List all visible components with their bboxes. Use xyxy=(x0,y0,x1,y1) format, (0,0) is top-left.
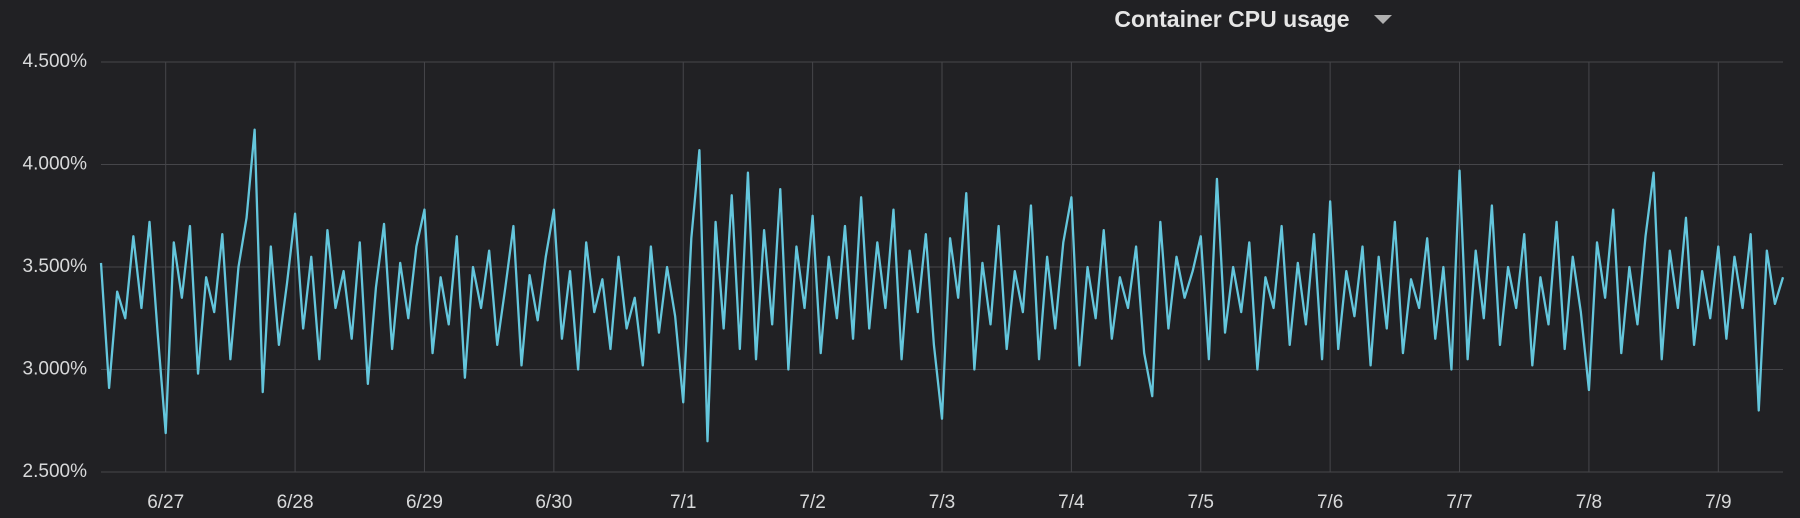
y-tick-label: 3.500% xyxy=(23,256,88,277)
y-tick-label: 3.000% xyxy=(23,359,88,380)
dropdown-caret[interactable] xyxy=(1374,15,1392,24)
x-tick-label: 7/8 xyxy=(1576,492,1602,513)
x-tick-label: 7/2 xyxy=(799,492,825,513)
x-tick-label: 6/29 xyxy=(406,492,443,513)
series-line xyxy=(99,128,1785,443)
y-tick-label: 4.000% xyxy=(23,154,88,175)
x-tick-label: 7/7 xyxy=(1446,492,1472,513)
x-tick-label: 7/3 xyxy=(929,492,955,513)
x-tick-label: 7/9 xyxy=(1705,492,1731,513)
x-tick-label: 6/28 xyxy=(277,492,314,513)
x-tick-label: 7/6 xyxy=(1317,492,1343,513)
x-tick-label: 7/4 xyxy=(1058,492,1085,513)
panel-title[interactable]: Container CPU usage xyxy=(1114,6,1349,32)
x-tick-label: 7/5 xyxy=(1188,492,1214,513)
x-tick-label: 7/1 xyxy=(670,492,696,513)
x-tick-label: 6/30 xyxy=(535,492,572,513)
x-tick-label: 6/27 xyxy=(147,492,184,513)
y-tick-label: 2.500% xyxy=(23,461,88,482)
y-tick-label: 4.500% xyxy=(23,51,88,72)
